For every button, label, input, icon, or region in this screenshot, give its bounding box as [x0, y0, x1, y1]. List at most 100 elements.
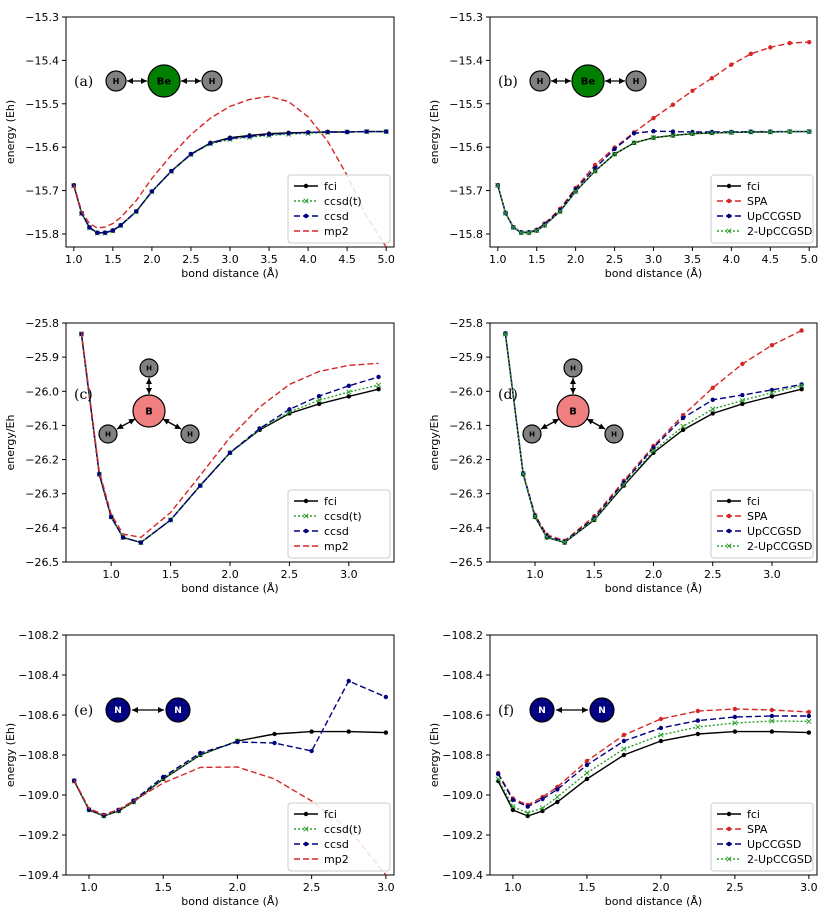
data-point-ccsd: [364, 129, 369, 134]
y-tick-label: −109.0: [442, 789, 483, 802]
atom-n: [589, 697, 615, 723]
data-point-UpCCGSD: [680, 415, 686, 421]
x-tick-label: 2.5: [281, 568, 299, 581]
x-tick-label: 4.0: [299, 253, 317, 266]
data-point-fci: [510, 807, 516, 813]
data-point-ccsd: [272, 740, 277, 746]
arrow-head: [127, 78, 133, 84]
x-tick-label: 1.5: [586, 568, 604, 581]
data-point-ccsd: [309, 748, 314, 754]
x-tick-label: 3.5: [684, 253, 702, 266]
data-point-UpCCGSD: [631, 131, 637, 136]
data-point-fci: [769, 729, 775, 734]
x-tick-label: 5.0: [377, 253, 395, 266]
x-tick-label: 1.5: [104, 253, 122, 266]
molecule-diagram: H Be H: [105, 64, 223, 98]
data-point-fci: [806, 730, 812, 735]
data-point-ccsd: [227, 450, 233, 455]
data-point-2-UpCCGSD: [591, 516, 597, 522]
x-tick-label: 1.0: [102, 568, 120, 581]
data-point-2-UpCCGSD: [689, 131, 696, 137]
y-tick-label: −15.3: [449, 11, 483, 24]
data-point-2-UpCCGSD: [510, 803, 516, 810]
legend-box: [710, 174, 814, 244]
y-tick-label: −108.6: [18, 709, 59, 722]
atom-h: [201, 70, 223, 92]
data-point-SPA: [710, 385, 715, 391]
data-point-2-UpCCGSD: [650, 448, 657, 454]
molecule-diagram: B H H H: [98, 358, 200, 444]
y-tick-label: −25.8: [25, 317, 59, 330]
series-line-2-UpCCGSD: [497, 720, 809, 814]
data-point-2-UpCCGSD: [572, 188, 579, 195]
y-axis-label: energy/Eh: [4, 415, 17, 471]
data-point-SPA: [651, 115, 656, 121]
y-axis-label: energy (Eh): [4, 723, 17, 787]
y-tick-label: −108.8: [18, 749, 59, 762]
data-point-UpCCGSD: [540, 796, 545, 802]
data-point-ccsd: [161, 774, 166, 780]
data-point-2-UpCCGSD: [544, 534, 550, 540]
data-point-SPA: [769, 707, 775, 713]
arrow-head: [163, 419, 170, 425]
x-tick-label: 2.5: [704, 568, 722, 581]
data-point-SPA: [807, 39, 812, 45]
atom-h: [98, 424, 118, 444]
data-point-SPA: [621, 732, 627, 738]
data-point-fci: [309, 729, 314, 734]
x-tick-label: 2.5: [182, 253, 200, 266]
legend-box: [287, 174, 391, 244]
arrow-head: [174, 423, 181, 429]
data-point-UpCCGSD: [799, 382, 804, 387]
data-point-ccsd: [287, 407, 292, 412]
atom-symbol: H: [113, 77, 120, 86]
y-tick-label: −26.1: [449, 419, 483, 432]
arrow-head: [181, 78, 187, 84]
data-point-ccsd: [266, 132, 272, 137]
arrow-head: [128, 419, 135, 425]
atom-symbol: H: [611, 430, 617, 438]
x-tick-label: 1.0: [526, 568, 544, 581]
data-point-2-UpCCGSD: [787, 128, 793, 135]
data-point-SPA: [732, 706, 738, 712]
legend-label-fci: fci: [747, 808, 760, 821]
atom-symbol: H: [209, 77, 216, 86]
x-axis-label: bond distance (Å): [605, 895, 702, 908]
atom-h: [139, 358, 159, 378]
plot-area: [495, 39, 812, 236]
arrow-head: [565, 78, 571, 84]
data-point-SPA: [787, 40, 792, 46]
atom-symbol: N: [538, 706, 546, 716]
data-point-ccsd: [95, 230, 100, 235]
atom-n: [529, 697, 555, 723]
data-point-2-UpCCGSD: [532, 513, 538, 520]
data-point-fci: [584, 776, 590, 782]
y-tick-label: −109.0: [18, 789, 59, 802]
data-point-2-UpCCGSD: [658, 732, 664, 738]
atom-symbol: H: [187, 430, 193, 438]
data-point-SPA: [740, 361, 745, 367]
legend-marker: [726, 811, 732, 817]
data-point-ccsd(t): [316, 397, 322, 403]
data-point-UpCCGSD: [732, 714, 738, 720]
data-point-2-UpCCGSD: [526, 230, 532, 236]
legend-marker: [303, 513, 309, 519]
legend-marker: [303, 498, 309, 504]
data-point-fci: [316, 401, 322, 407]
data-point-2-UpCCGSD: [739, 397, 746, 404]
arrow-head: [141, 78, 147, 84]
legend-label-2-UpCCGSD: 2-UpCCGSD: [747, 853, 812, 866]
data-point-ccsd: [383, 129, 389, 134]
data-point-2-UpCCGSD: [767, 129, 773, 135]
data-point-ccsd: [346, 678, 351, 684]
arrow-head: [117, 423, 124, 429]
atom-h: [625, 70, 647, 92]
legend-marker: [726, 841, 732, 847]
data-point-UpCCGSD: [592, 165, 598, 171]
data-point-UpCCGSD: [695, 718, 701, 723]
x-tick-label: 3.0: [800, 881, 818, 894]
data-point-fci: [376, 387, 381, 392]
y-tick-label: −108.6: [442, 709, 483, 722]
